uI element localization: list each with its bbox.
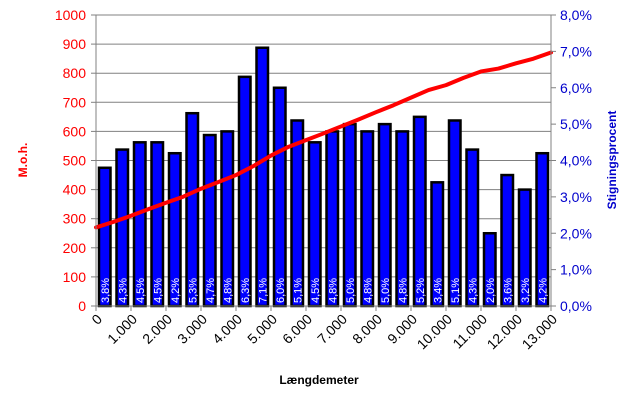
right-tick-label: 8,0% — [560, 7, 592, 23]
right-tick-label: 3,0% — [560, 189, 592, 205]
left-tick-label: 1000 — [55, 7, 86, 23]
right-tick-label: 2,0% — [560, 225, 592, 241]
bar-label: 4,8% — [327, 278, 339, 303]
right-tick-label: 6,0% — [560, 80, 592, 96]
bar-label: 4,8% — [397, 278, 409, 303]
left-tick-label: 800 — [63, 65, 87, 81]
bar-label: 4,5% — [310, 278, 322, 303]
x-tick-label: 3.000 — [174, 311, 210, 347]
x-axis-ticks: 01.0002.0003.0004.0005.0006.0007.0008.00… — [88, 306, 560, 352]
left-tick-label: 400 — [63, 182, 87, 198]
left-tick-label: 0 — [78, 298, 86, 314]
x-tick-label: 10.000 — [414, 311, 456, 353]
bar-label: 4,2% — [537, 278, 549, 303]
right-tick-label: 4,0% — [560, 153, 592, 169]
x-tick-label: 12.000 — [484, 311, 526, 353]
left-tick-label: 600 — [63, 123, 87, 139]
left-tick-label: 100 — [63, 269, 87, 285]
bar-label: 4,5% — [152, 278, 164, 303]
bar-label: 4,8% — [362, 278, 374, 303]
right-axis-title: Stigningsprocent — [605, 111, 619, 210]
x-tick-label: 0 — [88, 311, 105, 328]
bars-series — [97, 46, 550, 308]
bar-label: 7,1% — [257, 278, 269, 303]
bar-label: 4,5% — [135, 278, 147, 303]
bar — [412, 115, 427, 308]
bar-label: 6,3% — [240, 278, 252, 303]
bar-label: 4,8% — [222, 278, 234, 303]
bar-label: 3,8% — [100, 278, 112, 303]
right-axis-ticks: 0,0% 1,0% 2,0% 3,0% 4,0% 5,0% 6,0% 7,0% 8,0% — [551, 7, 592, 314]
x-tick-label: 5.000 — [244, 311, 280, 347]
x-tick-label: 2.000 — [139, 311, 175, 347]
bar-label: 5,1% — [292, 278, 304, 303]
bar-label: 2,0% — [485, 278, 497, 303]
bar-label: 5,0% — [380, 278, 392, 303]
bar-label: 5,1% — [450, 278, 462, 303]
x-tick-label: 4.000 — [209, 311, 245, 347]
elevation-line — [94, 50, 553, 230]
x-tick-label: 13.000 — [519, 311, 561, 353]
x-tick-label: 11.000 — [449, 311, 490, 352]
bar — [255, 46, 270, 308]
line-series — [94, 50, 553, 230]
x-tick-label: 1.000 — [104, 311, 140, 347]
x-tick-label: 8.000 — [349, 311, 385, 347]
bar-label: 5,0% — [345, 278, 357, 303]
bar-label: 3,4% — [432, 278, 444, 303]
bar-label: 3,6% — [502, 278, 514, 303]
bar-label: 4,7% — [205, 278, 217, 303]
bar-label: 6,0% — [275, 278, 287, 303]
left-axis-ticks: 0 100 200 300 400 500 600 700 800 900 1000 — [55, 7, 96, 314]
x-tick-label: 6.000 — [279, 311, 315, 347]
left-tick-label: 700 — [63, 94, 87, 110]
right-tick-label: 7,0% — [560, 43, 592, 59]
left-tick-label: 300 — [63, 211, 87, 227]
bar — [272, 86, 287, 308]
bar-label: 4,2% — [170, 278, 182, 303]
right-tick-label: 1,0% — [560, 262, 592, 278]
bar-label: 5,2% — [415, 278, 427, 303]
bar — [185, 111, 200, 308]
x-tick-label: 7.000 — [314, 311, 350, 347]
bar-labels: 3,8% 4,3% 4,5% 4,5% 4,2% 5,3% 4,7% 4,8% 6,3% 7,1%… — [100, 278, 550, 303]
bar-label: 4,3% — [467, 278, 479, 303]
bar — [237, 75, 252, 308]
right-tick-label: 5,0% — [560, 116, 592, 132]
left-tick-label: 900 — [63, 36, 87, 52]
left-tick-label: 500 — [63, 153, 87, 169]
bar-label: 3,2% — [520, 278, 532, 303]
bar-label: 5,3% — [187, 278, 199, 303]
left-axis-title: M.o.h. — [16, 143, 30, 178]
bar-label: 4,3% — [117, 278, 129, 303]
right-tick-label: 0,0% — [560, 298, 592, 314]
x-axis-title: Længdemeter — [279, 373, 359, 387]
left-tick-label: 200 — [63, 240, 87, 256]
